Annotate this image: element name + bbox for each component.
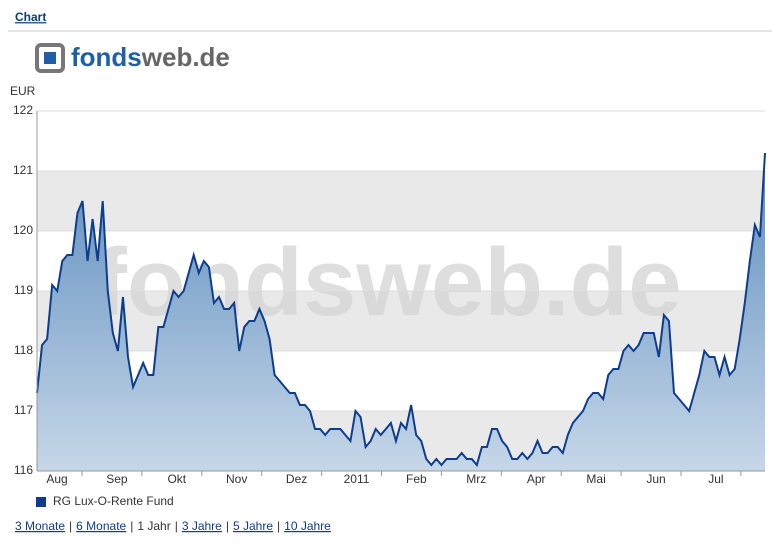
x-tick-label: Nov: [226, 472, 247, 486]
separator: |: [175, 519, 178, 533]
range-link[interactable]: 6 Monate: [76, 519, 126, 533]
range-link[interactable]: 5 Jahre: [233, 519, 273, 533]
y-tick-label: 118: [14, 343, 33, 357]
range-link[interactable]: 3 Jahre: [182, 519, 222, 533]
logo: fondsweb.de: [71, 42, 230, 72]
y-tick-label: 120: [13, 223, 33, 237]
x-tick-label: Mai: [586, 472, 605, 486]
range-links: 3 Monate | 6 Monate | 1 Jahr | 3 Jahre | 5 Jahre…: [15, 519, 331, 533]
legend-label: RG Lux-O-Rente Fund: [53, 494, 174, 508]
x-tick-label: 2011: [344, 472, 370, 486]
legend-swatch: [36, 497, 46, 507]
watermark-part: web.de: [355, 229, 681, 336]
y-tick-label: 119: [14, 283, 33, 297]
logo-icon-inner: [44, 52, 56, 64]
x-tick-label: Feb: [406, 472, 427, 486]
separator: |: [69, 519, 72, 533]
x-tick-label: Aug: [46, 472, 67, 486]
current-range: 1 Jahr: [137, 519, 170, 533]
logo-part: fonds: [71, 42, 142, 72]
x-tick-label: Okt: [167, 472, 186, 486]
x-tick-label: Sep: [106, 472, 128, 486]
range-link[interactable]: 3 Monate: [15, 519, 65, 533]
separator: |: [277, 519, 280, 533]
x-tick-label: Dez: [286, 472, 307, 486]
y-tick-label: 121: [13, 163, 33, 177]
y-tick-label: 116: [14, 463, 33, 477]
grid-band: [37, 171, 765, 231]
separator: |: [226, 519, 229, 533]
watermark: fondsweb.de: [95, 229, 682, 336]
range-link[interactable]: 10 Jahre: [284, 519, 331, 533]
y-tick-label: 117: [14, 403, 33, 417]
logo-part: web.de: [141, 42, 230, 72]
area: [37, 153, 765, 471]
x-tick-label: Mrz: [466, 472, 486, 486]
x-tick-label: Jul: [708, 472, 723, 486]
y-axis-label: EUR: [10, 84, 36, 98]
line: [36, 152, 766, 468]
chart-link[interactable]: Chart: [15, 10, 46, 24]
y-tick-label: 122: [13, 103, 33, 117]
x-tick-label: Jun: [646, 472, 665, 486]
separator: |: [130, 519, 133, 533]
x-tick-label: Apr: [527, 472, 546, 486]
